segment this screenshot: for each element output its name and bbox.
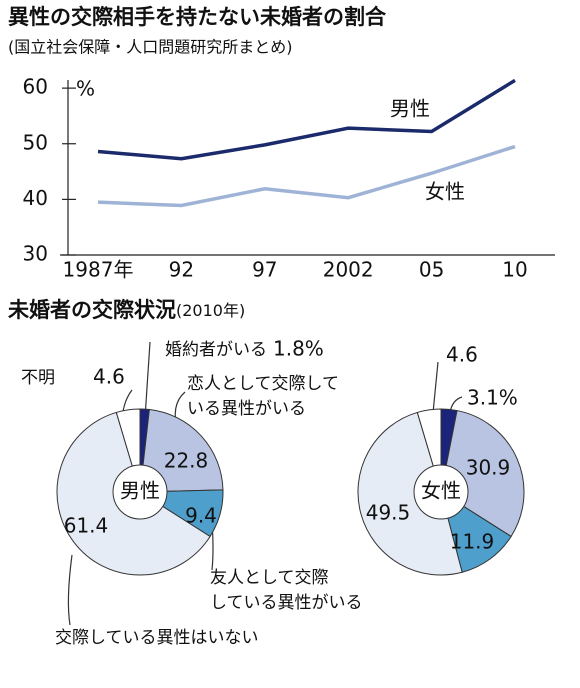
y-tick-label: 40: [23, 186, 48, 210]
series-label: 男性: [390, 97, 430, 121]
x-tick-label: 10: [502, 258, 527, 282]
title-text: 未婚者の交際状況: [8, 298, 176, 322]
y-tick-label: 30: [23, 242, 48, 266]
x-tick-label: 05: [419, 258, 444, 282]
value-label: 4.6: [446, 343, 478, 367]
category-label: 不明: [21, 368, 55, 388]
chart-title: 未婚者の交際状況(2010年): [8, 298, 245, 322]
category-label: 交際している異性はいない: [55, 628, 259, 648]
x-tick-label: 92: [169, 258, 194, 282]
value-label: 4.6: [93, 365, 125, 389]
subtitle-text: (2010年): [176, 301, 245, 320]
donut-slice: [139, 408, 224, 493]
value-label: 22.8: [164, 449, 209, 473]
category-label: 恋人として交際して: [187, 373, 339, 394]
value-label: 1.8%: [273, 337, 324, 361]
x-tick-label: 97: [252, 258, 277, 282]
series-label: 女性: [425, 180, 465, 204]
value-label: 61.4: [64, 514, 109, 538]
leader: [432, 361, 439, 414]
chart-title: 異性の交際相手を持たない未婚者の割合: [8, 5, 387, 29]
series-line: [97, 144, 516, 208]
value-label: 9.4: [185, 504, 217, 528]
category-label: いる異性がいる: [187, 399, 306, 419]
value-label: 11.9: [450, 530, 495, 554]
category-label: 婚約者がいる: [165, 340, 267, 360]
value-label: 3.1%: [467, 386, 518, 410]
leader: [67, 554, 73, 626]
series-line: [97, 78, 516, 161]
y-tick-label: 60: [23, 75, 48, 99]
donut-slice: [357, 411, 463, 576]
donut-hole: [112, 464, 168, 520]
x-tick-label: 1987年: [63, 258, 134, 282]
value-label: 49.5: [366, 501, 411, 525]
y-unit: %: [76, 77, 95, 101]
donut-hole: [413, 464, 469, 520]
category-label: している異性がいる: [210, 593, 363, 613]
category-label: 友人として交際: [210, 568, 329, 588]
chart-subtitle: (国立社会保障・人口問題研究所まとめ): [8, 38, 293, 57]
value-label: 30.9: [466, 456, 511, 480]
x-tick-label: 2002: [323, 258, 374, 282]
center-label: 男性: [120, 479, 160, 503]
center-label: 女性: [421, 479, 461, 503]
leader: [144, 341, 151, 419]
y-tick-label: 50: [23, 130, 48, 154]
